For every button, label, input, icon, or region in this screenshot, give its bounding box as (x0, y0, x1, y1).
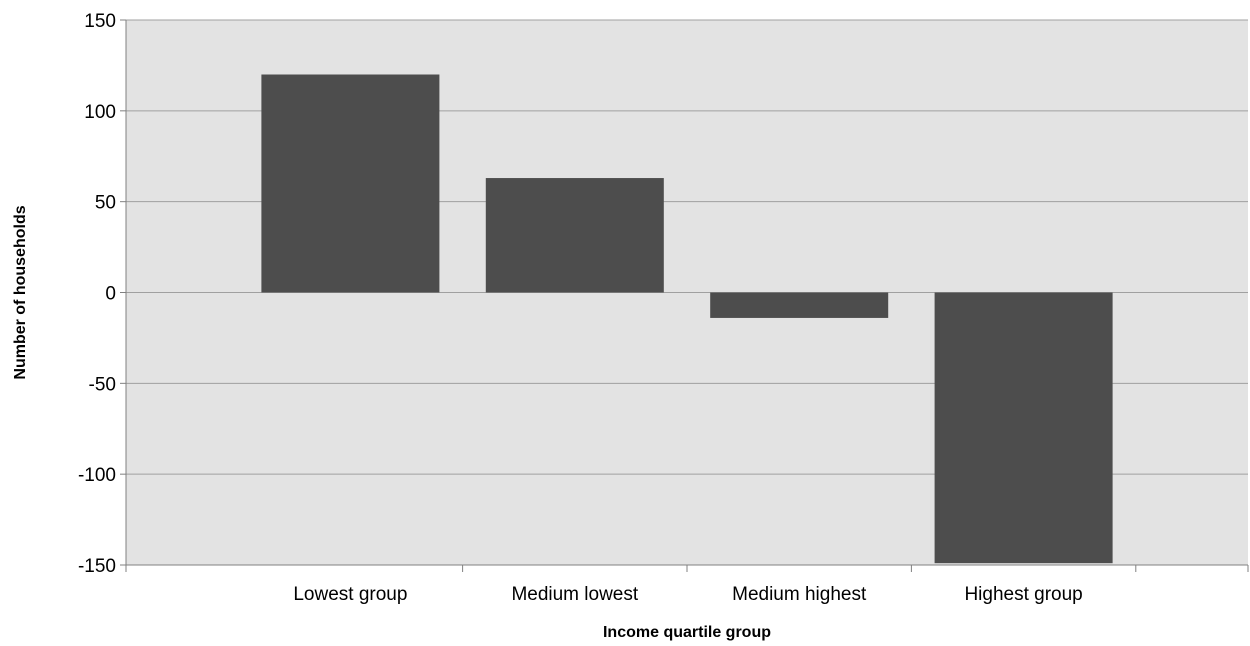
y-tick-label: 150 (84, 11, 116, 32)
y-tick-label: 0 (105, 284, 116, 305)
y-tick-label: 50 (95, 193, 116, 214)
x-tick-label: Medium lowest (511, 584, 638, 605)
bar (710, 292, 889, 318)
tick-labels: 150 100 50 0 -50 -100 -150 Lowest group Medium l… (78, 11, 1083, 605)
x-tick-label: Lowest group (293, 584, 407, 605)
x-axis-title: Income quartile group (603, 624, 771, 641)
bar (261, 74, 440, 293)
x-tick-label: Highest group (964, 584, 1082, 605)
y-tick-label: -150 (78, 556, 116, 577)
bar (485, 178, 664, 293)
y-tick-label: 100 (84, 102, 116, 123)
y-axis-title: Number of households (12, 205, 29, 379)
x-tick-label: Medium highest (732, 584, 867, 605)
bar (934, 292, 1113, 564)
bars (261, 74, 1113, 564)
y-tick-label: -50 (89, 374, 116, 395)
axes (120, 19, 1249, 572)
y-tick-label: -100 (78, 465, 116, 486)
